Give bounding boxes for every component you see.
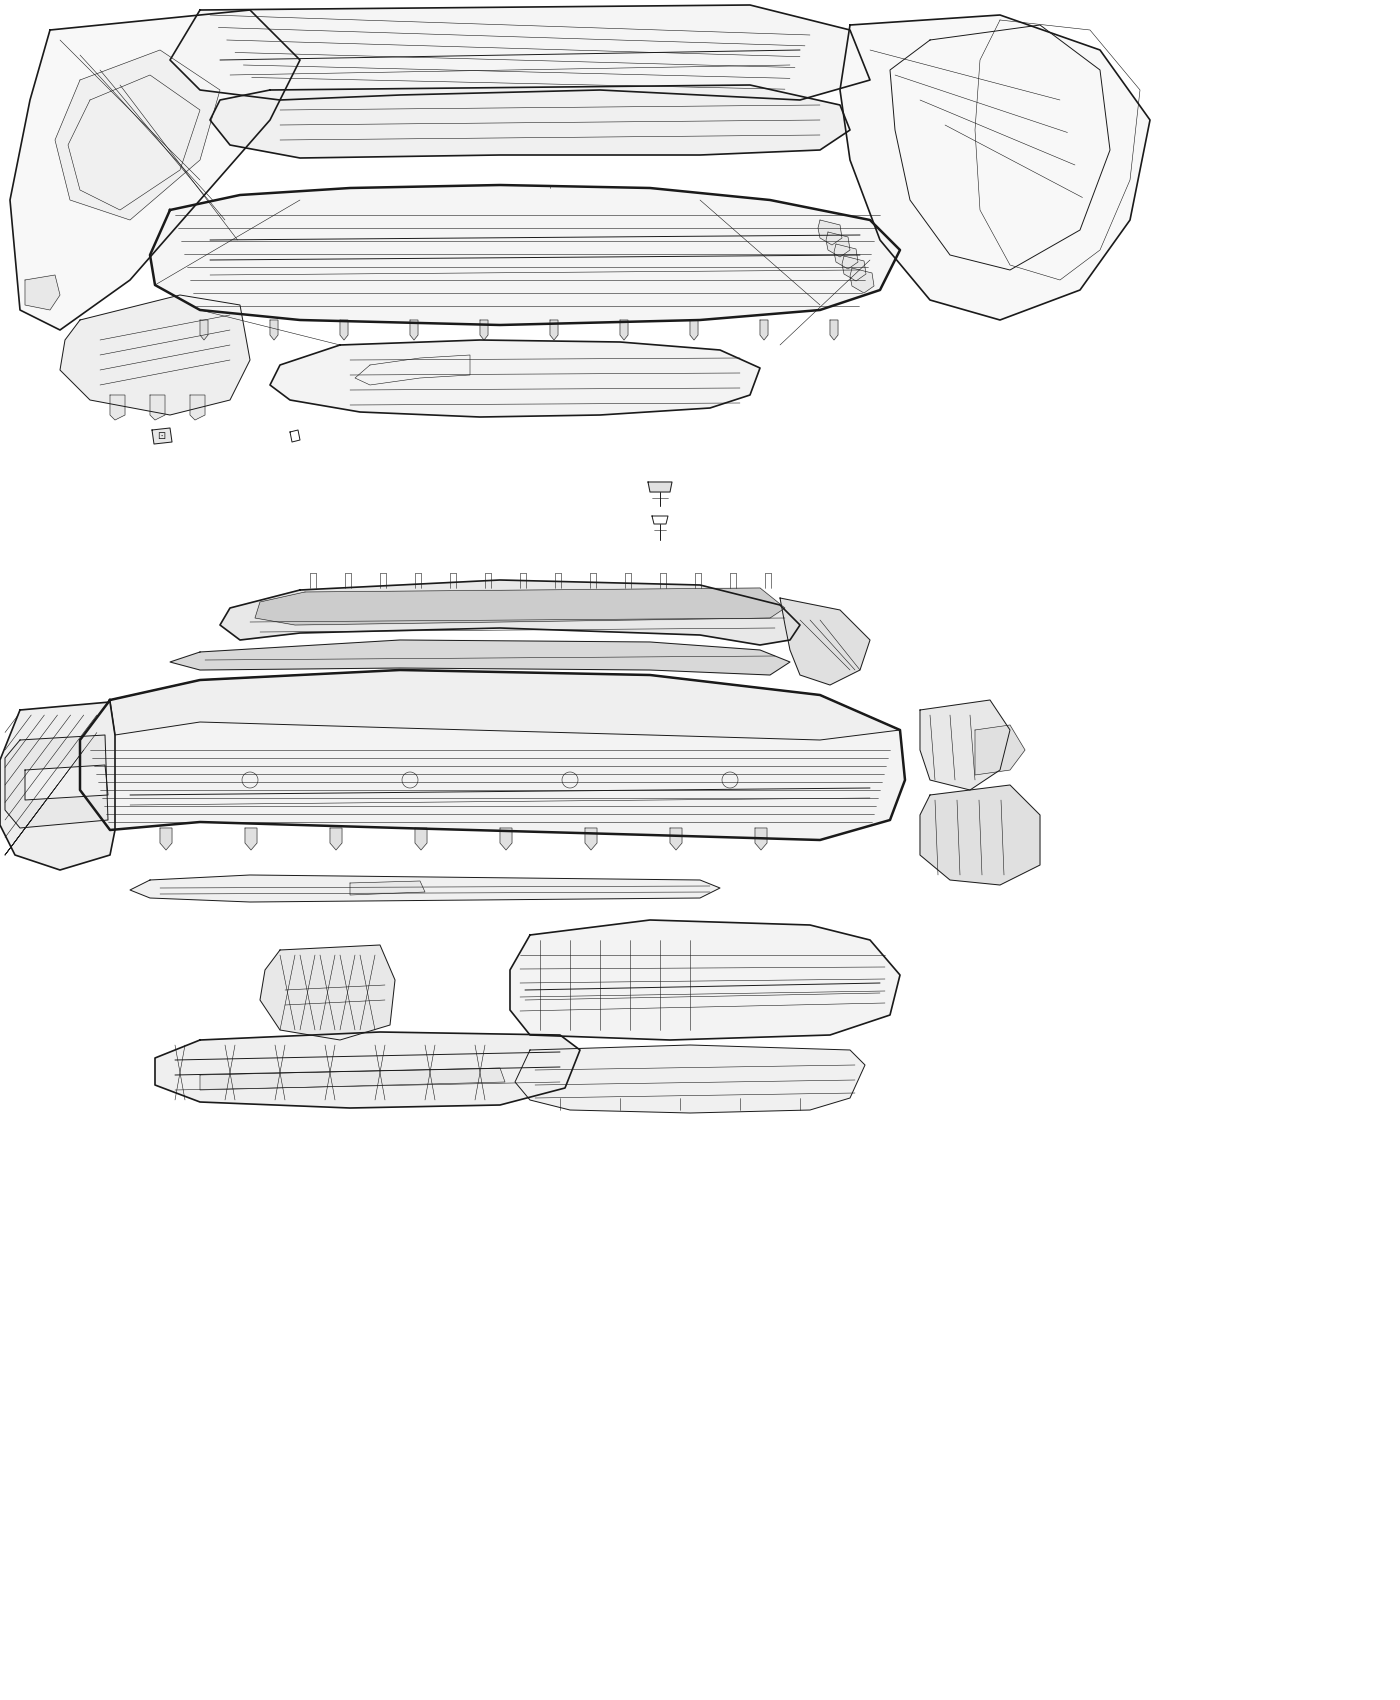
Polygon shape	[500, 828, 512, 850]
Polygon shape	[648, 483, 672, 491]
Polygon shape	[974, 724, 1025, 775]
Polygon shape	[620, 320, 629, 340]
Polygon shape	[414, 828, 427, 850]
Polygon shape	[10, 10, 300, 330]
Polygon shape	[330, 828, 342, 850]
Text: ⊡: ⊡	[157, 432, 165, 440]
Polygon shape	[111, 670, 900, 740]
Polygon shape	[160, 828, 172, 850]
Polygon shape	[55, 49, 220, 219]
Polygon shape	[550, 320, 559, 340]
Polygon shape	[834, 245, 858, 269]
Polygon shape	[755, 828, 767, 850]
Polygon shape	[260, 945, 395, 1040]
Polygon shape	[0, 702, 115, 870]
Polygon shape	[25, 275, 60, 309]
Polygon shape	[818, 219, 841, 245]
Polygon shape	[850, 269, 874, 292]
Polygon shape	[169, 5, 869, 100]
Polygon shape	[6, 734, 108, 828]
Polygon shape	[920, 785, 1040, 886]
Polygon shape	[220, 580, 799, 644]
Polygon shape	[255, 588, 785, 626]
Polygon shape	[840, 15, 1149, 320]
Polygon shape	[350, 881, 426, 894]
Polygon shape	[410, 320, 419, 340]
Polygon shape	[515, 1046, 865, 1114]
Polygon shape	[111, 394, 125, 420]
Polygon shape	[153, 428, 172, 444]
Polygon shape	[130, 876, 720, 903]
Polygon shape	[245, 828, 258, 850]
Polygon shape	[480, 320, 489, 340]
Polygon shape	[60, 296, 251, 415]
Polygon shape	[270, 320, 279, 340]
Polygon shape	[25, 765, 108, 801]
Polygon shape	[150, 394, 165, 420]
Polygon shape	[190, 394, 204, 420]
Polygon shape	[780, 598, 869, 685]
Polygon shape	[200, 1068, 505, 1090]
Polygon shape	[270, 340, 760, 416]
Polygon shape	[671, 828, 682, 850]
Polygon shape	[920, 700, 1009, 790]
Polygon shape	[340, 320, 349, 340]
Polygon shape	[155, 1032, 580, 1108]
Polygon shape	[830, 320, 839, 340]
Polygon shape	[169, 639, 790, 675]
Polygon shape	[80, 670, 904, 840]
Polygon shape	[826, 231, 850, 257]
Polygon shape	[841, 257, 867, 280]
Polygon shape	[760, 320, 769, 340]
Polygon shape	[690, 320, 699, 340]
Polygon shape	[510, 920, 900, 1040]
Polygon shape	[585, 828, 596, 850]
Polygon shape	[210, 85, 850, 158]
Polygon shape	[200, 320, 209, 340]
Polygon shape	[150, 185, 900, 325]
